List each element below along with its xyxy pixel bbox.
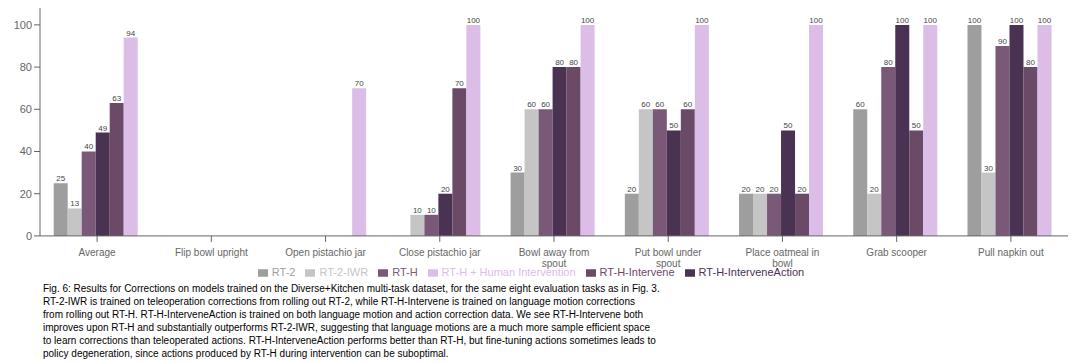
svg-text:Bowl away fromspout: Bowl away fromspout <box>519 247 590 269</box>
svg-text:Close pistachio jar: Close pistachio jar <box>399 247 481 258</box>
html-text:to learn corrections than tele: to learn corrections than teleoperated a… <box>43 335 656 346</box>
html-text:RT-2-IWR: RT-2-IWR <box>319 265 369 278</box>
svg-text:10: 10 <box>427 206 436 215</box>
svg-text:90: 90 <box>998 37 1007 46</box>
svg-text:60: 60 <box>655 100 664 109</box>
svg-text:0: 0 <box>26 230 32 242</box>
svg-text:100: 100 <box>924 16 938 25</box>
html-text:improves upon RT-H and substan: improves upon RT-H and substantially out… <box>43 322 650 333</box>
html-text:RT-H + Human Intervention: RT-H + Human Intervention <box>441 265 576 278</box>
svg-text:100: 100 <box>1038 16 1052 25</box>
svg-text:63: 63 <box>112 94 121 103</box>
html-text:RT-2: RT-2 <box>271 265 296 278</box>
svg-text:30: 30 <box>984 164 993 173</box>
html-text:RT-H-Intervene: RT-H-Intervene <box>599 265 675 278</box>
svg-text:Grab scooper: Grab scooper <box>866 247 927 258</box>
svg-text:10: 10 <box>413 206 422 215</box>
svg-text:20: 20 <box>798 185 807 194</box>
html-text:policy degeneration, since act: policy degeneration, since actions produ… <box>43 348 449 359</box>
svg-text:50: 50 <box>669 121 678 130</box>
svg-text:60: 60 <box>527 100 536 109</box>
svg-text:Pull napkin out: Pull napkin out <box>978 247 1044 258</box>
svg-text:20: 20 <box>870 185 879 194</box>
svg-text:20: 20 <box>20 188 32 200</box>
svg-text:50: 50 <box>912 121 921 130</box>
svg-text:70: 70 <box>355 79 364 88</box>
svg-text:40: 40 <box>20 145 32 157</box>
svg-text:20: 20 <box>441 185 450 194</box>
svg-text:20: 20 <box>742 185 751 194</box>
svg-text:80: 80 <box>1026 58 1035 67</box>
svg-text:100: 100 <box>809 16 823 25</box>
svg-text:60: 60 <box>683 100 692 109</box>
svg-text:80: 80 <box>884 58 893 67</box>
svg-text:Flip bowl upright: Flip bowl upright <box>175 247 248 258</box>
svg-text:40: 40 <box>84 142 93 151</box>
html-text:RT-H-InterveneAction: RT-H-InterveneAction <box>698 265 805 278</box>
svg-text:20: 20 <box>627 185 636 194</box>
html-text:from rolling out RT-H. RT-H-In: from rolling out RT-H. RT-H-InterveneAct… <box>43 309 644 320</box>
svg-text:30: 30 <box>513 164 522 173</box>
svg-text:100: 100 <box>695 16 709 25</box>
svg-text:80: 80 <box>555 58 564 67</box>
svg-text:Open pistachio jar: Open pistachio jar <box>285 247 366 258</box>
svg-text:100: 100 <box>1010 16 1024 25</box>
svg-text:60: 60 <box>20 103 32 115</box>
svg-text:20: 20 <box>770 185 779 194</box>
svg-text:80: 80 <box>20 61 32 73</box>
svg-text:100: 100 <box>968 16 982 25</box>
svg-text:80: 80 <box>569 58 578 67</box>
svg-text:Average: Average <box>79 247 117 258</box>
svg-text:100: 100 <box>896 16 910 25</box>
svg-text:49: 49 <box>98 124 107 133</box>
html-text:RT-2-IWR is trained on teleope: RT-2-IWR is trained on teleoperation cor… <box>43 296 635 307</box>
svg-text:Put bowl underspout: Put bowl underspout <box>635 247 702 269</box>
svg-text:20: 20 <box>756 185 765 194</box>
svg-text:60: 60 <box>541 100 550 109</box>
html-text:RT-H: RT-H <box>392 265 418 278</box>
svg-text:100: 100 <box>467 16 481 25</box>
svg-text:25: 25 <box>56 174 65 183</box>
svg-text:100: 100 <box>14 19 32 31</box>
svg-text:94: 94 <box>126 29 135 38</box>
svg-text:Place oatmeal inbowl: Place oatmeal inbowl <box>745 247 819 269</box>
svg-text:50: 50 <box>784 121 793 130</box>
svg-text:60: 60 <box>641 100 650 109</box>
html-text:Fig. 6: Results for Correction: Fig. 6: Results for Corrections on model… <box>43 283 660 294</box>
svg-text:13: 13 <box>70 199 79 208</box>
svg-text:70: 70 <box>455 79 464 88</box>
svg-text:60: 60 <box>856 100 865 109</box>
svg-text:100: 100 <box>581 16 595 25</box>
